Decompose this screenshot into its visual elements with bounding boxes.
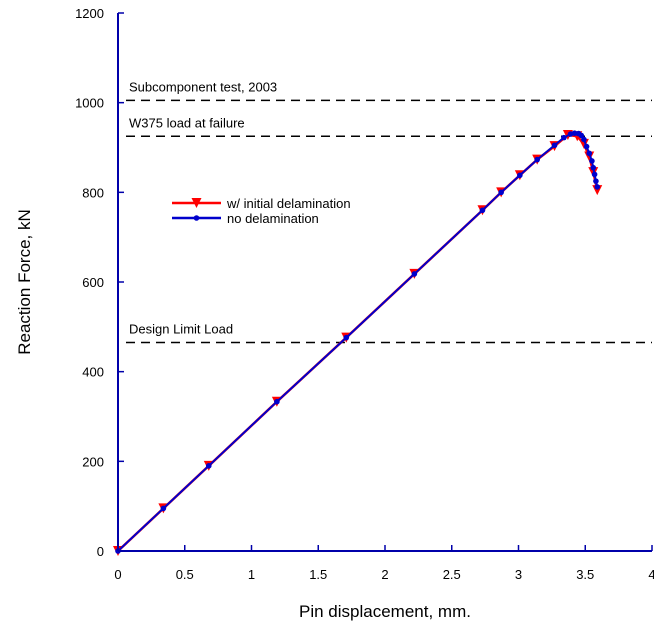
x-axis-title: Pin displacement, mm. bbox=[299, 602, 471, 621]
y-tick-label: 600 bbox=[82, 275, 104, 290]
data-point bbox=[498, 189, 504, 196]
data-point bbox=[343, 334, 350, 341]
data-point bbox=[551, 142, 558, 149]
data-point bbox=[590, 164, 597, 171]
data-point bbox=[591, 171, 598, 178]
data-point bbox=[160, 505, 167, 512]
series-1 bbox=[115, 130, 601, 554]
y-axis-title: Reaction Force, kN bbox=[15, 209, 34, 355]
x-tick-label: 1 bbox=[248, 567, 255, 582]
series-layer bbox=[113, 129, 603, 556]
x-tick-label: 1.5 bbox=[309, 567, 327, 582]
data-point bbox=[583, 143, 590, 150]
y-tick-label: 200 bbox=[82, 454, 104, 469]
data-point bbox=[581, 136, 587, 143]
legend-marker bbox=[191, 198, 202, 208]
data-point bbox=[578, 132, 585, 139]
data-point bbox=[586, 150, 593, 157]
y-tick-label: 1200 bbox=[75, 6, 104, 21]
data-point bbox=[534, 156, 540, 163]
data-point bbox=[593, 178, 599, 184]
reference-line-label: W375 load at failure bbox=[129, 115, 245, 130]
x-tick-label: 3.5 bbox=[576, 567, 594, 582]
data-point bbox=[479, 207, 486, 214]
ticks: 0 200 400 600 800 1000 1200 0 0.5 1 1.5 2 2.5 3 3.5 4 bbox=[75, 6, 654, 582]
legend-label: w/ initial delamination bbox=[226, 196, 351, 211]
y-tick-label: 0 bbox=[97, 544, 104, 559]
legend-label: no delamination bbox=[227, 211, 319, 226]
x-tick-label: 2 bbox=[381, 567, 388, 582]
data-point bbox=[589, 158, 595, 164]
y-tick-label: 1000 bbox=[75, 96, 104, 111]
data-point bbox=[561, 134, 567, 141]
data-point bbox=[517, 172, 523, 179]
legend-marker bbox=[193, 215, 200, 221]
reference-lines: Subcomponent test, 2003 W375 load at fail… bbox=[126, 79, 652, 344]
y-tick-label: 400 bbox=[82, 365, 104, 380]
x-tick-label: 0 bbox=[114, 567, 121, 582]
data-point bbox=[578, 138, 589, 149]
x-tick-label: 3 bbox=[515, 567, 522, 582]
x-tick-label: 2.5 bbox=[443, 567, 461, 582]
data-point bbox=[411, 271, 418, 277]
y-tick-label: 800 bbox=[82, 185, 104, 200]
x-tick-label: 0.5 bbox=[176, 567, 194, 582]
reference-line-label: Subcomponent test, 2003 bbox=[129, 79, 277, 94]
x-tick-label: 4 bbox=[648, 567, 654, 582]
data-point bbox=[594, 184, 601, 190]
reference-line-label: Design Limit Load bbox=[129, 322, 233, 337]
data-point bbox=[205, 463, 212, 469]
data-point bbox=[274, 398, 280, 405]
